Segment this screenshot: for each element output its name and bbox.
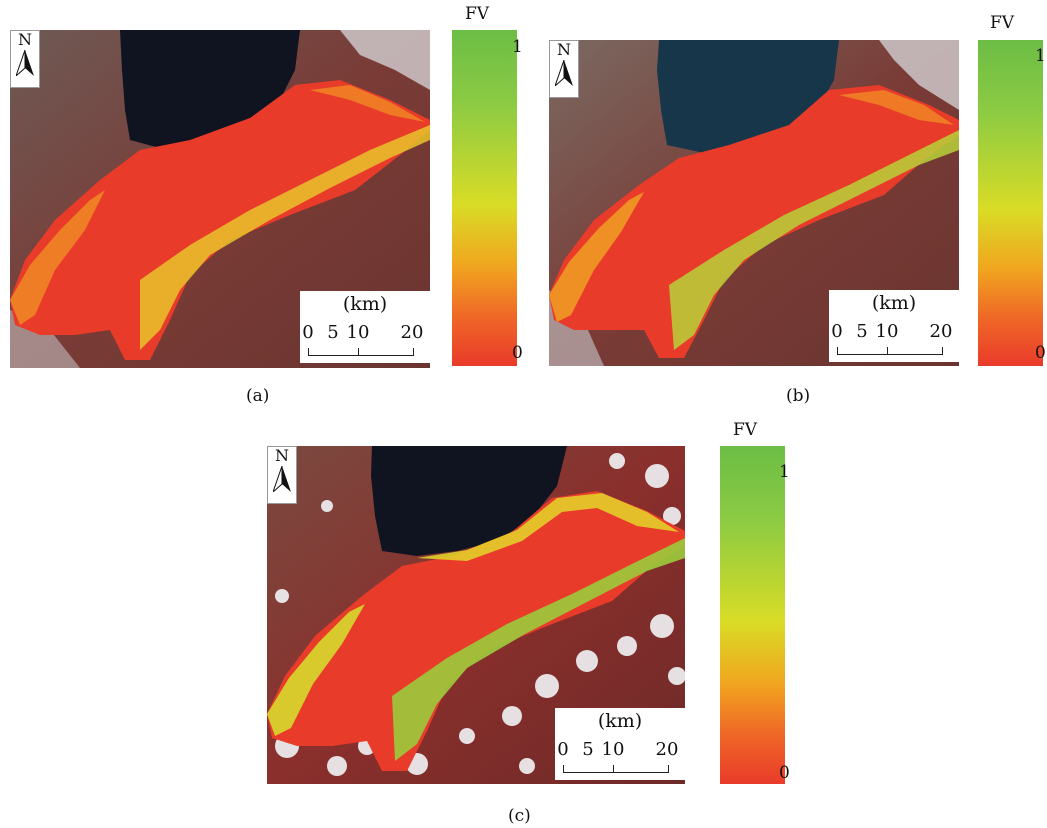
north-arrow-a: N bbox=[10, 30, 40, 88]
fv-region-a bbox=[10, 80, 430, 360]
north-label: N bbox=[18, 30, 32, 49]
legend-min-b: 0 bbox=[1035, 343, 1046, 363]
north-arrow-icon bbox=[16, 50, 34, 76]
north-arrow-icon bbox=[555, 60, 573, 86]
legend-title-b: FV bbox=[990, 13, 1015, 33]
north-arrow-icon bbox=[273, 466, 291, 492]
scale-tick-0: 0 bbox=[302, 322, 314, 343]
scale-tick-20: 20 bbox=[655, 739, 679, 760]
legend-colorbar-c bbox=[720, 446, 785, 784]
legend-title-a: FV bbox=[465, 4, 490, 24]
north-label: N bbox=[557, 40, 571, 59]
scale-unit: (km) bbox=[342, 293, 388, 315]
scale-line bbox=[308, 348, 414, 356]
scale-tick-10: 10 bbox=[346, 322, 370, 343]
scale-tick-20: 20 bbox=[929, 321, 953, 342]
scale-unit: (km) bbox=[597, 710, 643, 732]
legend-max-b: 1 bbox=[1035, 46, 1046, 66]
north-arrow-b: N bbox=[549, 40, 579, 98]
scale-tick-5: 5 bbox=[327, 322, 339, 343]
scale-line bbox=[837, 347, 943, 355]
scale-tick-20: 20 bbox=[400, 322, 424, 343]
scale-tick-0: 0 bbox=[557, 739, 569, 760]
caption-b: (b) bbox=[786, 386, 811, 406]
scale-unit: (km) bbox=[871, 292, 917, 314]
legend-max-a: 1 bbox=[512, 37, 523, 57]
satellite-map-c: N (km) 0 5 10 20 bbox=[267, 446, 685, 784]
legend-colorbar-a bbox=[452, 30, 517, 366]
satellite-map-b: N (km) 0 5 10 20 bbox=[549, 40, 959, 366]
fv-region-b bbox=[549, 85, 959, 358]
caption-a: (a) bbox=[246, 386, 270, 406]
scale-tick-5: 5 bbox=[856, 321, 868, 342]
scale-line bbox=[563, 765, 669, 773]
map-image-a bbox=[10, 30, 430, 368]
legend-min-a: 0 bbox=[512, 343, 523, 363]
lake-c bbox=[371, 446, 567, 556]
north-label: N bbox=[275, 446, 289, 465]
caption-c: (c) bbox=[508, 806, 531, 826]
scale-tick-5: 5 bbox=[582, 739, 594, 760]
scale-bar-a: (km) 0 5 10 20 bbox=[300, 291, 430, 363]
scale-bar-b: (km) 0 5 10 20 bbox=[829, 290, 959, 362]
fv-region-c bbox=[267, 491, 685, 771]
legend-min-c: 0 bbox=[779, 763, 790, 783]
scale-tick-10: 10 bbox=[875, 321, 899, 342]
satellite-map-a: N (km) 0 5 10 20 bbox=[10, 30, 430, 368]
scale-tick-0: 0 bbox=[831, 321, 843, 342]
legend-colorbar-b bbox=[978, 40, 1043, 366]
scale-tick-10: 10 bbox=[601, 739, 625, 760]
scale-bar-c: (km) 0 5 10 20 bbox=[555, 708, 685, 780]
legend-title-c: FV bbox=[733, 420, 758, 440]
map-image-c bbox=[267, 446, 685, 784]
legend-max-c: 1 bbox=[779, 462, 790, 482]
north-arrow-c: N bbox=[267, 446, 297, 504]
